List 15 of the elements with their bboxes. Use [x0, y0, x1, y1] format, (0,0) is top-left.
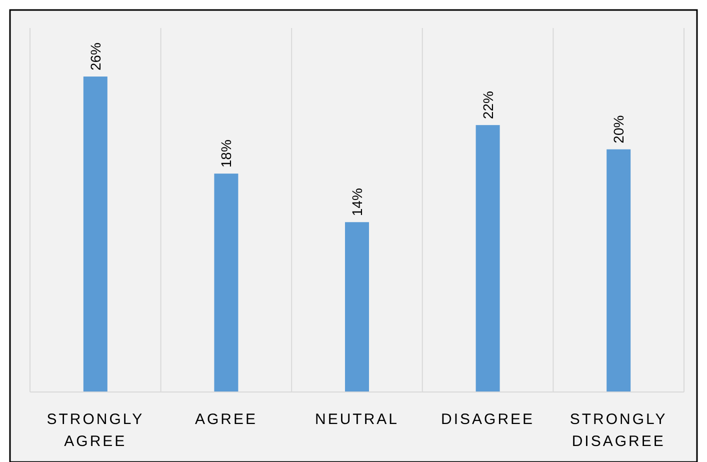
x-tick-label: DISAGREE: [441, 411, 535, 428]
bar: [476, 125, 500, 392]
x-tick-label: STRONGLY AGREE: [46, 411, 144, 450]
data-label: 18%: [218, 140, 234, 168]
bar: [214, 174, 238, 392]
x-tick-label: AGREE: [194, 411, 258, 428]
bar: [345, 222, 369, 392]
data-label: 26%: [87, 42, 104, 71]
bar: [606, 149, 631, 392]
data-label: 14%: [349, 188, 365, 216]
x-tick-label: NEUTRAL: [314, 411, 400, 428]
data-label: 22%: [480, 91, 496, 120]
data-label: 20%: [610, 115, 627, 144]
bar: [83, 76, 108, 392]
x-tick-label: STRONGLY DISAGREE: [570, 411, 668, 450]
